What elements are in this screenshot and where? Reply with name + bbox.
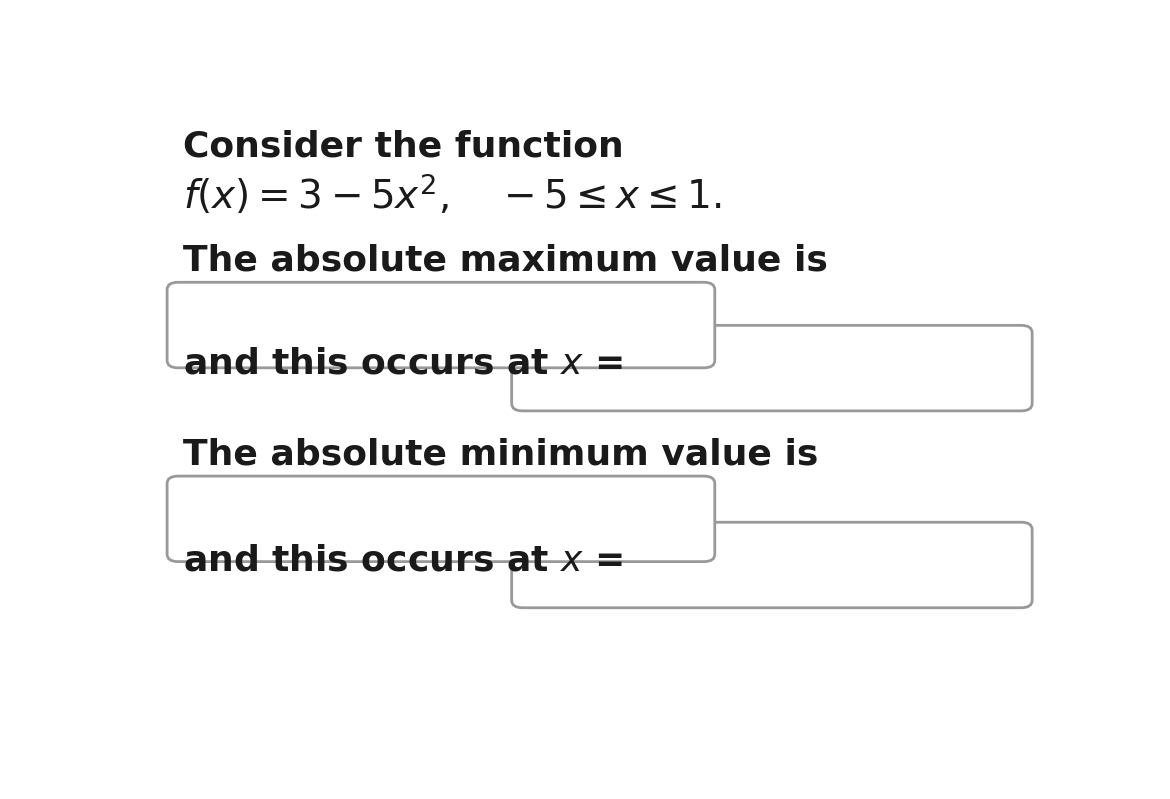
FancyBboxPatch shape — [167, 282, 715, 368]
Text: The absolute maximum value is: The absolute maximum value is — [183, 244, 827, 277]
Text: $f(x) = 3 - 5x^2, \quad -5 \leq x \leq 1.$: $f(x) = 3 - 5x^2, \quad -5 \leq x \leq 1… — [183, 173, 721, 217]
Text: and this occurs at $x$ =: and this occurs at $x$ = — [183, 543, 622, 578]
Text: and this occurs at $x$ =: and this occurs at $x$ = — [183, 347, 622, 380]
FancyBboxPatch shape — [511, 523, 1032, 608]
FancyBboxPatch shape — [167, 476, 715, 562]
Text: The absolute minimum value is: The absolute minimum value is — [183, 437, 818, 471]
Text: Consider the function: Consider the function — [183, 129, 624, 164]
FancyBboxPatch shape — [511, 325, 1032, 411]
